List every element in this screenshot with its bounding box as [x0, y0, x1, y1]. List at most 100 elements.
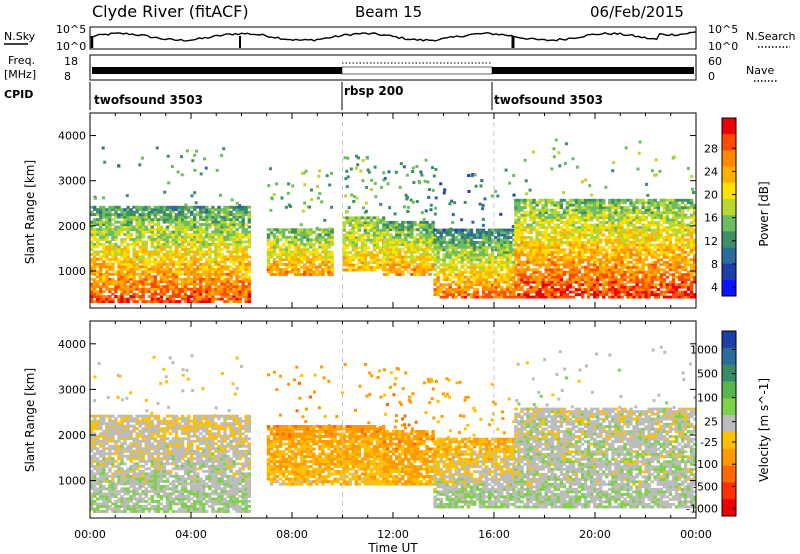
echo-cell [419, 263, 423, 266]
echo-cell [123, 287, 127, 291]
echo-cell [454, 231, 458, 234]
echo-cell [422, 220, 426, 224]
echo-cell [123, 213, 127, 217]
echo-cell [272, 253, 277, 257]
echo-cell [220, 280, 224, 284]
echo-cell [451, 241, 455, 244]
echo-cell [120, 215, 124, 219]
echo-cell [244, 245, 248, 249]
echo-cell [574, 293, 579, 296]
echo-cell [114, 208, 118, 212]
echo-cell [330, 230, 334, 234]
echo-cell [623, 253, 627, 257]
echo-cell [448, 253, 452, 257]
echo-cell [614, 295, 618, 299]
echo-cell [96, 243, 100, 246]
echo-cell [303, 233, 307, 237]
echo-cell [238, 290, 242, 294]
echo-cell [617, 216, 621, 219]
echo-cell [126, 210, 130, 214]
echo-cell [448, 243, 452, 247]
echo-cell [653, 275, 657, 279]
echo-cell [650, 248, 654, 252]
echo-cell [532, 255, 536, 259]
echo-cell [574, 201, 579, 205]
echo-cell [514, 201, 518, 205]
echo-cell [494, 268, 498, 272]
echo-cell [187, 243, 191, 246]
echo-cell [141, 245, 145, 249]
echo-cell [132, 240, 136, 244]
echo-cell [342, 248, 346, 252]
echo-cell [565, 238, 570, 242]
echo-cell [117, 275, 121, 279]
echo-cell [199, 223, 203, 226]
echo-cell [617, 213, 621, 217]
echo-cell [327, 243, 331, 247]
echo-cell [360, 233, 365, 237]
echo-cell [244, 233, 248, 236]
echo-cell [156, 270, 161, 274]
echo-cell [196, 290, 200, 294]
echo-cell [497, 263, 501, 267]
echo-cell [382, 265, 387, 269]
echo-cell [541, 226, 545, 229]
echo-cell [611, 223, 615, 227]
echo-cell [517, 258, 521, 262]
echo-cell [617, 223, 621, 227]
echo-cell [180, 228, 185, 231]
echo-cell [571, 208, 576, 212]
echo-cell [544, 201, 548, 205]
echo-cell [650, 216, 654, 219]
echo-cell [629, 236, 633, 239]
echo-cell [629, 295, 633, 299]
echo-speck [382, 178, 386, 182]
echo-cell [647, 233, 651, 237]
echo-cell [577, 253, 582, 257]
echo-cell [457, 238, 461, 242]
echo-cell [120, 243, 124, 246]
echo-cell [229, 270, 233, 274]
echo-cell [235, 208, 239, 212]
echo-cell [602, 293, 606, 296]
echo-speck [345, 169, 349, 173]
echo-cell [321, 238, 325, 242]
echo-cell [550, 231, 554, 234]
echo-cell [433, 233, 437, 237]
echo-cell [241, 287, 245, 291]
echo-cell [509, 283, 513, 287]
echo-cell [401, 238, 405, 242]
echo-cell [102, 248, 106, 251]
echo-cell [503, 275, 507, 279]
echo-cell [123, 233, 127, 236]
echo-cell [196, 277, 200, 281]
echo-cell [312, 260, 316, 264]
echo-cell [544, 203, 548, 207]
echo-cell [165, 297, 170, 301]
echo-cell [472, 293, 477, 296]
echo-cell [196, 295, 200, 298]
echo-cell [629, 253, 633, 257]
echo-cell [235, 223, 239, 226]
echo-cell [565, 243, 570, 247]
echo-cell [398, 268, 402, 271]
echo-cell [132, 265, 136, 269]
echo-cell [617, 201, 621, 205]
echo-cell [529, 273, 533, 277]
echo-cell [583, 231, 588, 234]
echo-cell [617, 241, 621, 244]
echo-cell [469, 275, 474, 279]
echo-cell [241, 228, 245, 231]
echo-cell [96, 275, 100, 279]
echo-cell [93, 220, 97, 224]
echo-cell [208, 243, 212, 246]
echo-cell [580, 290, 585, 294]
echo-cell [506, 263, 510, 267]
echo-cell [509, 285, 513, 289]
echo-cell [129, 225, 133, 229]
echo-cell [330, 270, 334, 274]
echo-cell [445, 263, 449, 267]
echo-cell [457, 270, 461, 274]
echo-cell [392, 245, 396, 249]
echo-cell [241, 292, 245, 296]
